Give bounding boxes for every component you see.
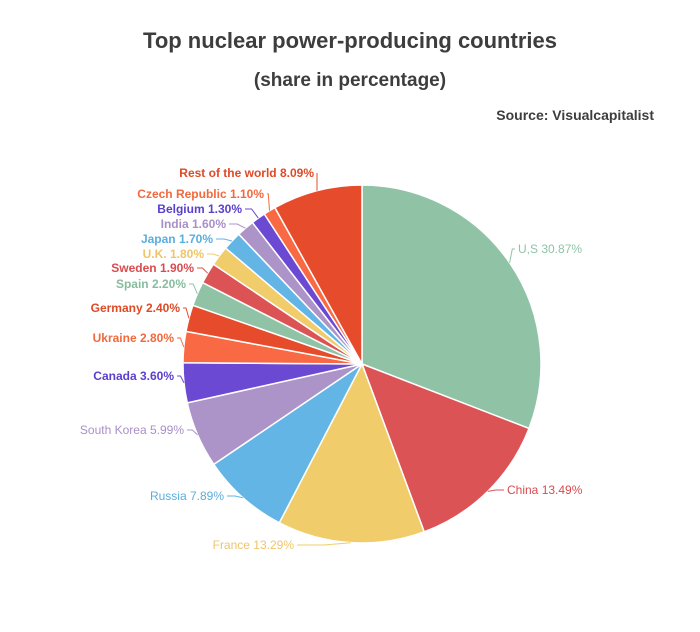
leader-line-czech-republic: [267, 193, 270, 211]
slice-label-russia: Russia 7.89%: [150, 489, 224, 503]
slice-label-belgium: Belgium 1.30%: [157, 202, 242, 216]
chart-subtitle: (share in percentage): [253, 70, 447, 91]
leader-line-france: [297, 542, 351, 546]
leader-line-south-korea: [187, 429, 198, 436]
leader-line-japan: [216, 238, 233, 242]
slice-label-japan: Japan 1.70%: [141, 232, 213, 246]
leader-line-germany: [183, 307, 190, 319]
slice-label-south-korea: South Korea 5.99%: [80, 423, 184, 437]
slice-label-india: India 1.60%: [161, 217, 227, 231]
leader-line-ukraine: [177, 337, 185, 348]
leader-line-china: [487, 489, 504, 492]
slice-label-czech-republic: Czech Republic 1.10%: [137, 187, 264, 201]
slice-label-china: China 13.49%: [507, 483, 583, 497]
leader-line-belgium: [245, 208, 259, 219]
leader-line-sweden: [197, 267, 209, 274]
pie-slice-france[interactable]: [278, 362, 426, 544]
leader-line-u-s: [509, 248, 515, 263]
slice-label-u-k: U.K. 1.80%: [143, 247, 205, 261]
leader-line-spain: [189, 283, 198, 294]
slice-label-u-s: U,S 30.87%: [518, 242, 582, 256]
slice-label-sweden: Sweden 1.90%: [111, 261, 194, 275]
leader-line-u-k: [207, 253, 220, 257]
slice-label-ukraine: Ukraine 2.80%: [93, 331, 175, 345]
slice-label-rest-of-the-world: Rest of the world 8.09%: [179, 166, 314, 180]
slice-label-canada: Canada 3.60%: [93, 369, 174, 383]
chart-source: Source: Visualcapitalist: [496, 107, 654, 123]
chart-title: Top nuclear power-producing countries: [143, 28, 557, 53]
slice-label-germany: Germany 2.40%: [91, 301, 181, 315]
slice-label-spain: Spain 2.20%: [116, 277, 186, 291]
pie-slice-rest-of-the-world[interactable]: [273, 184, 363, 367]
slice-label-france: France 13.29%: [213, 538, 295, 552]
leader-line-russia: [227, 495, 244, 499]
leader-line-india: [229, 223, 246, 229]
leader-line-canada: [177, 375, 185, 384]
